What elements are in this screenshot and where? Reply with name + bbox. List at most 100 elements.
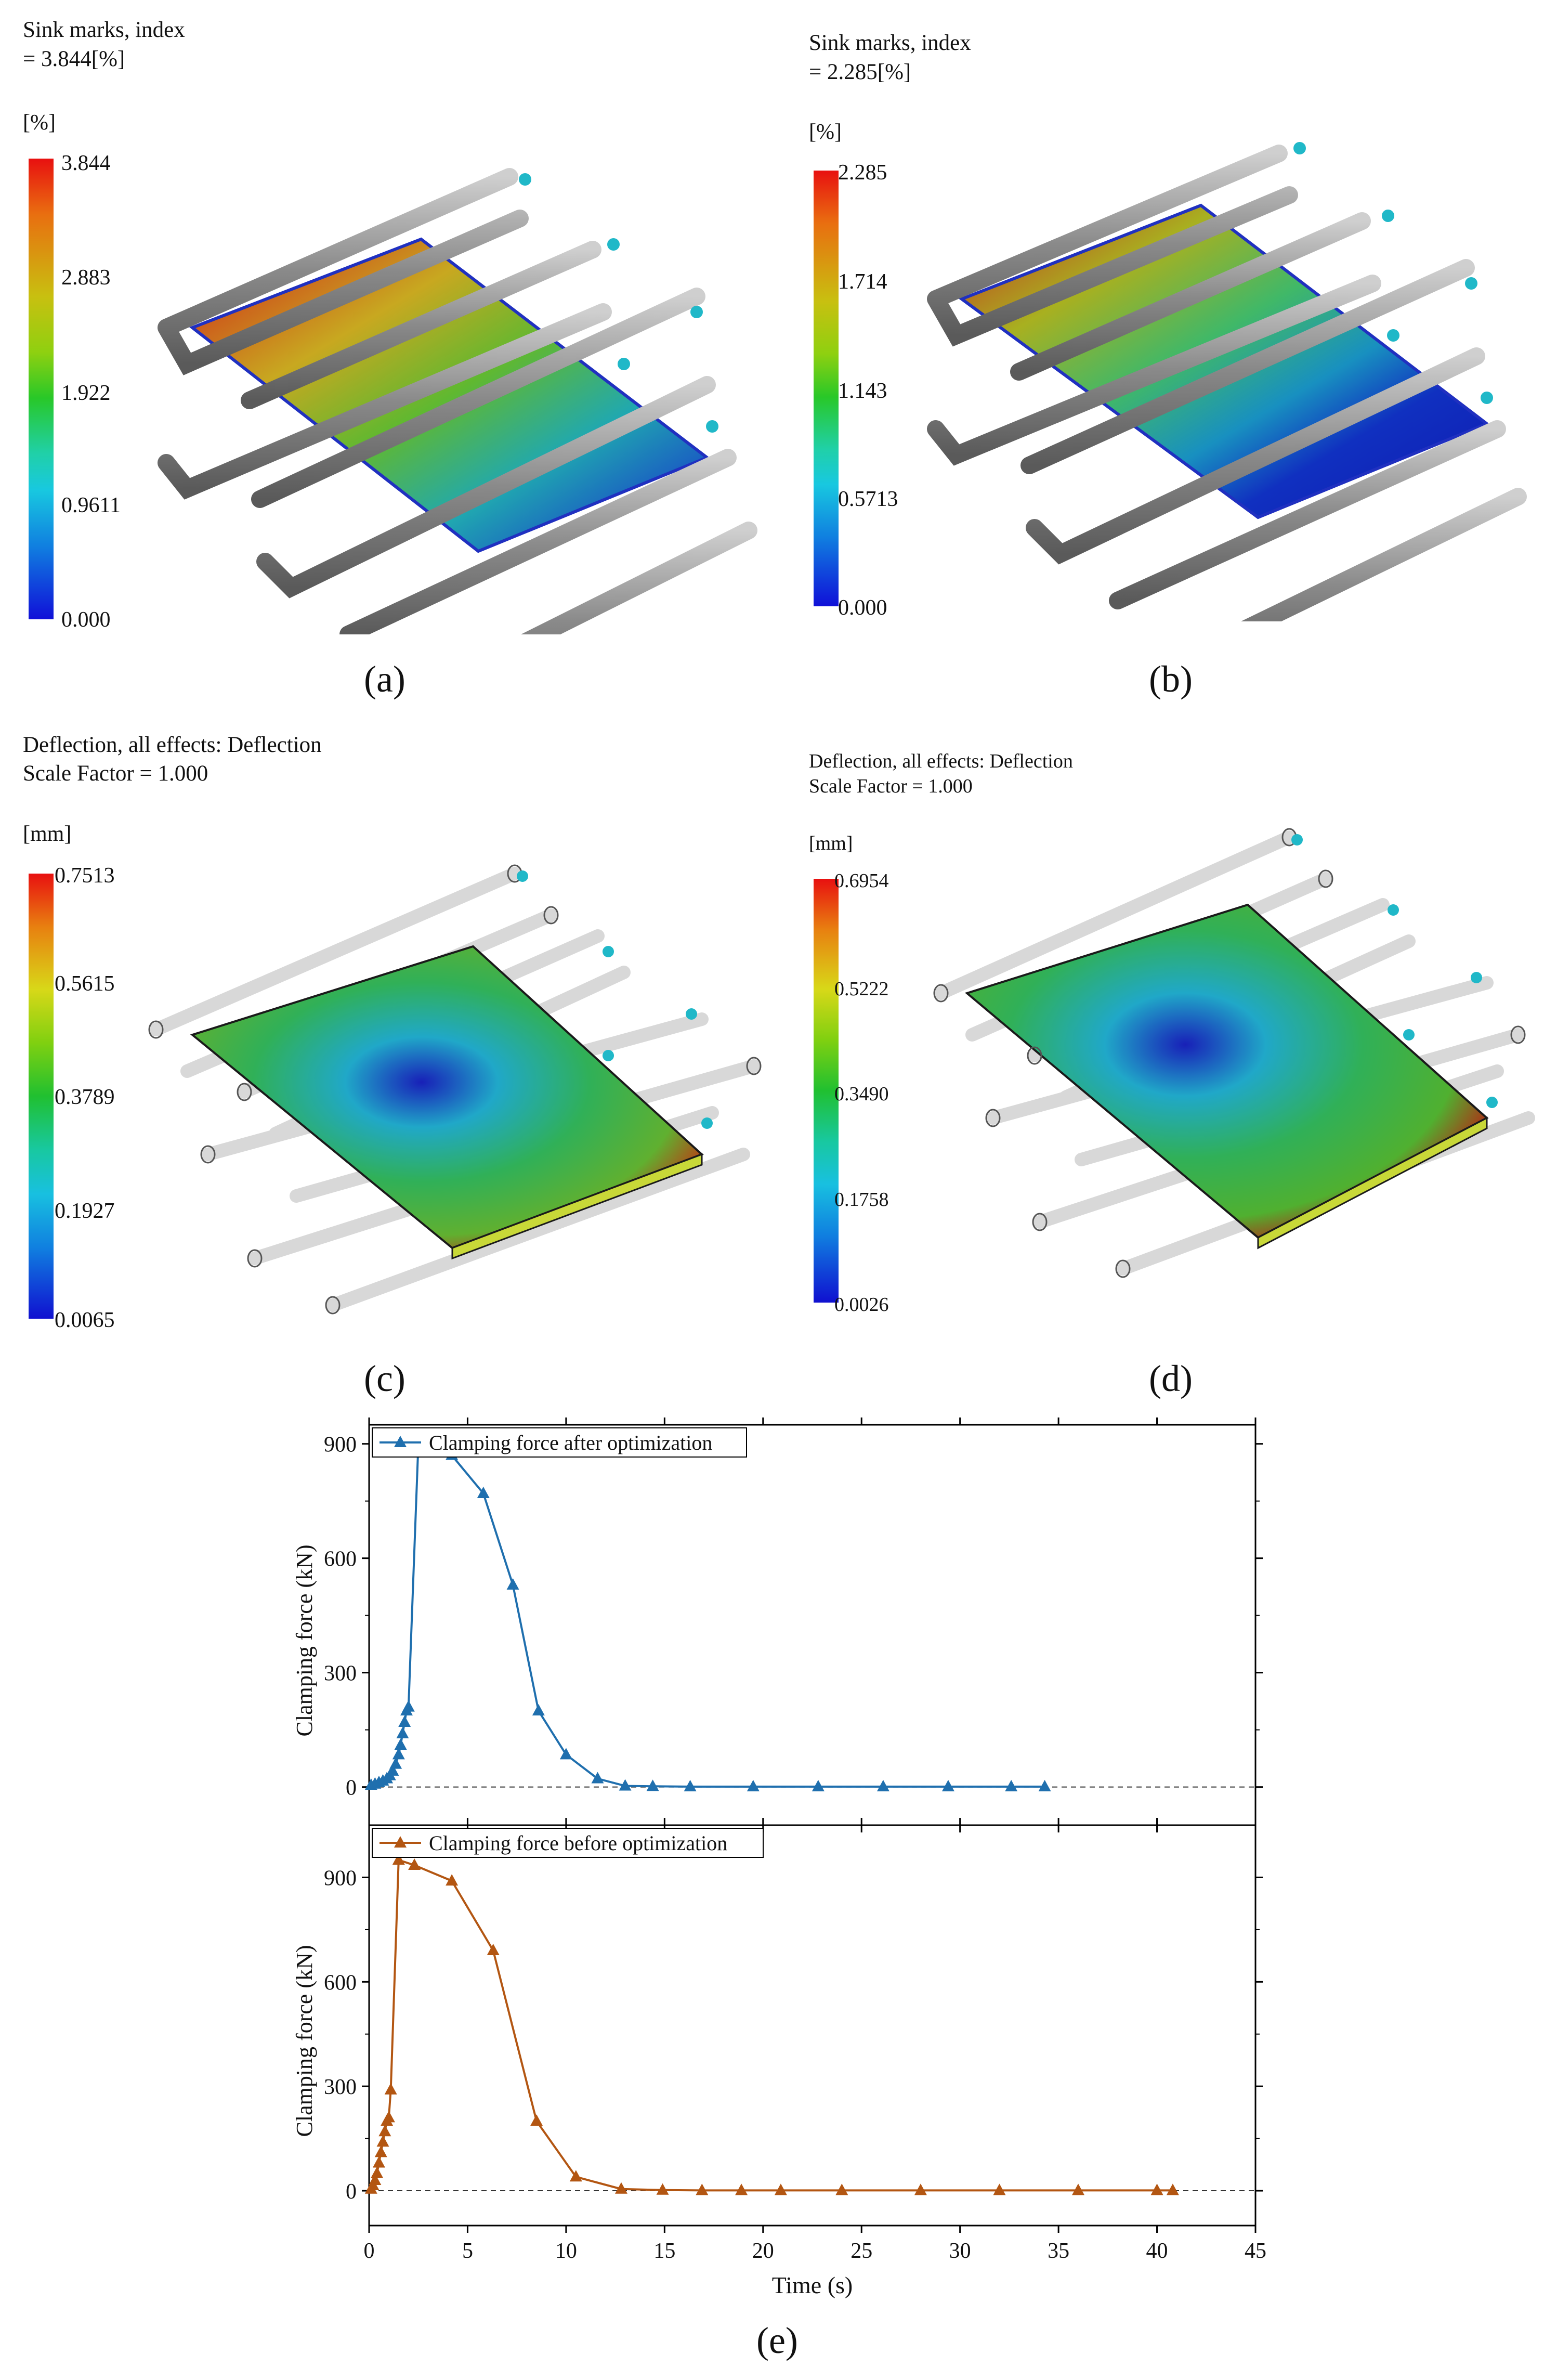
data-point — [402, 1700, 415, 1712]
legend: Clamping force before optimization — [372, 1828, 764, 1858]
data-point — [394, 1738, 407, 1750]
x-axis-label: Time (s) — [772, 2272, 853, 2298]
panel-b-title-line2: = 2.285[%] — [809, 60, 911, 84]
panel-d-tick-1: 0.5222 — [834, 978, 889, 1000]
data-point — [591, 1772, 604, 1784]
legend-marker — [394, 1836, 407, 1848]
data-point — [619, 1779, 632, 1791]
data-point — [1072, 2183, 1084, 2195]
panel-d-colorbar — [814, 879, 839, 1303]
panel-a-caption: (a) — [364, 658, 405, 700]
panel-b-tick-4: 0.000 — [838, 596, 887, 620]
data-point — [530, 2114, 543, 2126]
panel-c-title-line2: Scale Factor = 1.000 — [23, 761, 208, 786]
y-tick-label: 600 — [324, 1547, 357, 1571]
data-point — [382, 2111, 395, 2123]
legend-box — [372, 1427, 747, 1458]
y-tick-label: 0 — [346, 2180, 357, 2204]
panel-c-deflection-render — [148, 864, 762, 1315]
x-tick-label: 10 — [555, 2239, 577, 2263]
x-tick-label: 0 — [364, 2239, 375, 2263]
data-point — [559, 1748, 572, 1760]
data-point — [374, 2145, 387, 2157]
data-point — [747, 1779, 760, 1791]
data-point — [993, 2183, 1006, 2195]
panel-c-tick-1: 0.5615 — [55, 972, 115, 996]
panel-c-colorbar — [29, 874, 54, 1319]
panel-a-sink-render — [158, 168, 757, 634]
panel-d-tick-4: 0.0026 — [834, 1294, 889, 1316]
data-point — [398, 1715, 411, 1727]
panel-c-caption: (c) — [364, 1358, 405, 1399]
legend-box — [372, 1828, 764, 1858]
data-point — [408, 1858, 421, 1870]
x-tick-label: 35 — [1048, 2239, 1069, 2263]
y-tick-label: 600 — [324, 1971, 357, 1995]
y-tick-label: 300 — [324, 2075, 357, 2099]
data-point — [506, 1578, 519, 1590]
panel-a-title-line1: Sink marks, index — [23, 18, 185, 42]
chart-panel-1: 0 300 600 900 Clamping force (kN) Clamping fo… — [292, 1818, 1263, 2233]
data-point — [646, 1779, 659, 1791]
panel-d-caption: (d) — [1149, 1358, 1193, 1399]
data-point — [446, 1874, 459, 1886]
x-tick-label: 30 — [949, 2239, 971, 2263]
x-tick-label: 20 — [752, 2239, 774, 2263]
x-tick-label: 5 — [462, 2239, 473, 2263]
data-point — [392, 1748, 405, 1760]
chart-frame — [368, 1824, 1257, 2227]
series-line-1 — [370, 1858, 1173, 2192]
y-tick-label: 300 — [324, 1662, 357, 1686]
panel-a-tick-4: 0.000 — [61, 608, 111, 632]
data-point — [835, 2183, 848, 2195]
panel-c-unit: [mm] — [23, 822, 72, 846]
data-point — [369, 2173, 382, 2185]
panel-c-tick-4: 0.0065 — [55, 1308, 115, 1332]
panel-a-colorbar — [29, 159, 54, 619]
data-point — [914, 2183, 927, 2195]
x-tick-label: 40 — [1146, 2239, 1168, 2263]
panel-d-unit: [mm] — [809, 833, 853, 854]
y-tick-label: 0 — [346, 1776, 357, 1800]
panel-a-title-line2: = 3.844[%] — [23, 47, 125, 71]
data-point — [532, 1704, 545, 1715]
panel-b-tick-1: 1.714 — [838, 270, 887, 294]
legend-label: Clamping force after optimization — [429, 1431, 712, 1454]
legend-marker — [394, 1436, 407, 1447]
panel-b-unit: [%] — [809, 120, 842, 144]
data-point — [1150, 2183, 1163, 2195]
data-point — [1005, 1779, 1018, 1791]
panel-d-title-line2: Scale Factor = 1.000 — [809, 775, 973, 797]
data-point — [371, 2166, 384, 2178]
data-point — [735, 2183, 748, 2195]
data-point — [1166, 2183, 1179, 2195]
legend: Clamping force after optimization — [372, 1427, 747, 1458]
panel-d-tick-3: 0.1758 — [834, 1189, 889, 1211]
panel-b-tick-0: 2.285 — [838, 161, 887, 185]
series-line-0 — [371, 1442, 1045, 1788]
panel-d-title-line1: Deflection, all effects: Deflection — [809, 750, 1073, 772]
data-point — [389, 1757, 402, 1769]
data-point — [614, 2182, 627, 2194]
panel-e-caption: (e) — [756, 2320, 798, 2361]
chart-frame — [368, 1424, 1257, 1826]
data-point — [372, 2156, 385, 2168]
data-point — [378, 2125, 391, 2137]
data-point — [569, 2170, 582, 2182]
panel-a-tick-1: 2.883 — [61, 266, 111, 290]
panel-d-tick-0: 0.6954 — [834, 870, 889, 892]
data-point — [386, 1764, 399, 1776]
panel-c-tick-3: 0.1927 — [55, 1199, 115, 1223]
panel-b-caption: (b) — [1149, 658, 1193, 700]
data-point — [774, 2183, 787, 2195]
panel-b-tick-2: 1.143 — [838, 379, 887, 403]
data-point — [392, 1853, 405, 1865]
x-tick-label: 15 — [653, 2239, 675, 2263]
data-point — [487, 1944, 500, 1956]
y-tick-label: 900 — [324, 1433, 357, 1457]
data-point — [684, 1779, 697, 1791]
panel-d-deflection-render — [933, 828, 1535, 1278]
data-point — [941, 1779, 954, 1791]
panel-b-tick-3: 0.5713 — [838, 487, 898, 511]
